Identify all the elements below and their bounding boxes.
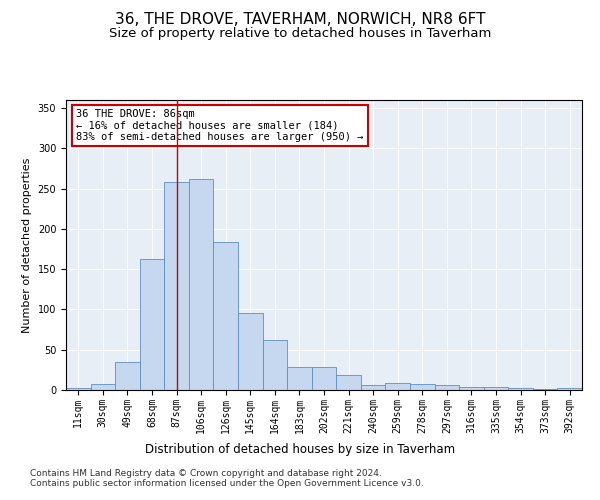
Bar (533, 389, 557, 390)
Bar (434, 385, 459, 390)
Bar (214, 242, 238, 390)
Bar (312, 368, 336, 390)
Text: Contains HM Land Registry data © Crown copyright and database right 2024.: Contains HM Land Registry data © Crown c… (30, 468, 382, 477)
Bar (115, 362, 140, 390)
Bar (385, 383, 410, 390)
Bar (238, 312, 263, 390)
Bar (189, 179, 214, 390)
Bar (459, 387, 484, 390)
Bar (287, 368, 312, 390)
Bar (140, 258, 164, 390)
Text: 36 THE DROVE: 86sqm
← 16% of detached houses are smaller (184)
83% of semi-detac: 36 THE DROVE: 86sqm ← 16% of detached ho… (76, 108, 364, 142)
Bar (164, 182, 189, 390)
Text: Size of property relative to detached houses in Taverham: Size of property relative to detached ho… (109, 28, 491, 40)
Y-axis label: Number of detached properties: Number of detached properties (22, 158, 32, 332)
Text: Distribution of detached houses by size in Taverham: Distribution of detached houses by size … (145, 442, 455, 456)
Text: Contains public sector information licensed under the Open Government Licence v3: Contains public sector information licen… (30, 478, 424, 488)
Bar (410, 384, 434, 390)
Bar (91, 384, 115, 390)
Bar (361, 385, 385, 390)
Bar (66, 388, 91, 390)
Bar (263, 340, 287, 390)
Bar (508, 388, 533, 390)
Text: 36, THE DROVE, TAVERHAM, NORWICH, NR8 6FT: 36, THE DROVE, TAVERHAM, NORWICH, NR8 6F… (115, 12, 485, 28)
Bar (336, 374, 361, 390)
Bar (557, 388, 582, 390)
Bar (484, 387, 508, 390)
